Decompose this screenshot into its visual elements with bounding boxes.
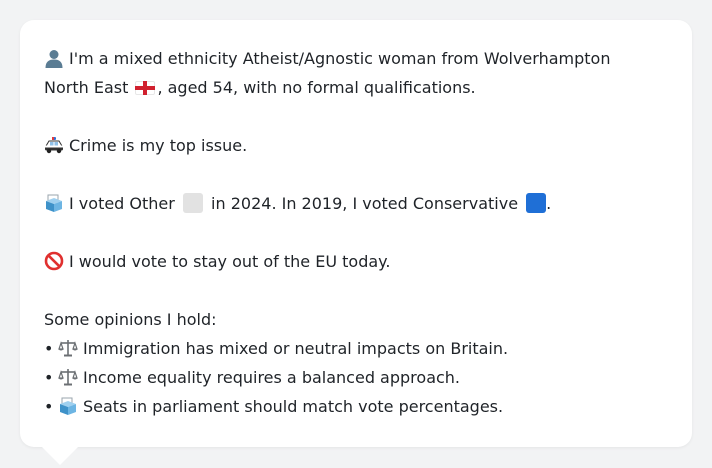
vote-text-b: in 2024. In 2019, I voted Conservative	[211, 194, 519, 213]
opinions-heading: Some opinions I hold:	[44, 310, 217, 329]
top-issue-line: Crime is my top issue.	[44, 131, 668, 160]
constituency-text: North East	[44, 78, 129, 97]
balance-scale-icon	[58, 338, 78, 358]
no-entry-icon	[44, 251, 64, 271]
vote-history-line: I voted Other in 2024. In 2019, I voted …	[44, 189, 668, 218]
ballot-box-icon	[58, 396, 78, 416]
intro-text-1: I'm a mixed ethnicity Atheist/Agnostic w…	[69, 49, 611, 68]
person-icon	[44, 48, 64, 68]
intro-text-2: , aged 54, with no formal qualifications…	[157, 78, 476, 97]
ballot-box-icon	[44, 193, 64, 213]
conservative-party-swatch	[526, 193, 547, 213]
opinion-item: • Immigration has mixed or neutral impac…	[44, 334, 668, 363]
persona-card: I'm a mixed ethnicity Atheist/Agnostic w…	[20, 20, 692, 447]
bullet: •	[44, 339, 54, 358]
england-flag-icon	[135, 81, 156, 95]
vote-text-a: I voted Other	[69, 194, 175, 213]
balance-scale-icon	[58, 367, 78, 387]
eu-text: I would vote to stay out of the EU today…	[69, 252, 391, 271]
opinion-item: • Seats in parliament should match vote …	[44, 392, 668, 421]
bullet: •	[44, 397, 54, 416]
opinion-item: • Income equality requires a balanced ap…	[44, 363, 668, 392]
other-party-swatch	[182, 193, 203, 213]
police-car-icon	[44, 135, 64, 155]
intro-line-2: North East , aged 54, with no formal qua…	[44, 73, 668, 102]
vote-text-c: .	[546, 194, 552, 213]
eu-line: I would vote to stay out of the EU today…	[44, 247, 668, 276]
opinion-text: Immigration has mixed or neutral impacts…	[83, 339, 509, 358]
top-issue-text: Crime is my top issue.	[69, 136, 248, 155]
bullet: •	[44, 368, 54, 387]
speech-bubble-tail	[42, 447, 78, 465]
opinion-text: Income equality requires a balanced appr…	[83, 368, 461, 387]
opinion-text: Seats in parliament should match vote pe…	[83, 397, 504, 416]
intro-line-1: I'm a mixed ethnicity Atheist/Agnostic w…	[44, 44, 668, 73]
